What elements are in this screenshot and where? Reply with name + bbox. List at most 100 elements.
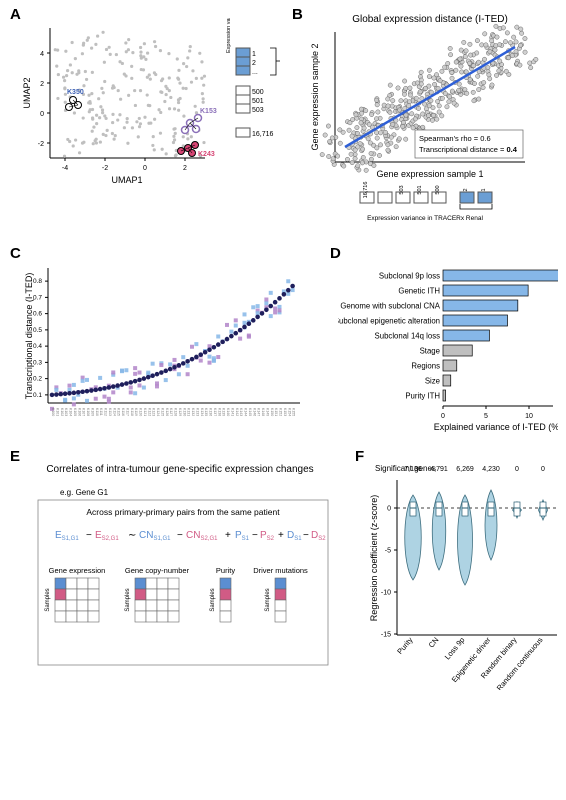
y-axis-label: Regression coefficient (z-score) <box>369 495 379 621</box>
y-axis-label: UMAP2 <box>22 77 32 108</box>
umap-scatter: -2 0 2 4 -4 -2 0 2 UMAP1 UMAP2 K350 K153 <box>20 18 280 188</box>
svg-text:K149: K149 <box>265 408 269 416</box>
x-ticks: -4 -2 0 2 <box>62 158 187 172</box>
svg-text:K129: K129 <box>178 408 182 416</box>
svg-text:6,269: 6,269 <box>456 466 474 473</box>
svg-text:K125: K125 <box>160 408 164 416</box>
svg-text:K115: K115 <box>117 408 121 416</box>
svg-text:K117: K117 <box>125 408 129 416</box>
svg-text:K132: K132 <box>191 408 195 416</box>
svg-text:0.5: 0.5 <box>33 327 42 334</box>
svg-text:K153: K153 <box>200 108 217 115</box>
svg-text:0: 0 <box>387 506 391 513</box>
svg-text:4: 4 <box>40 51 44 58</box>
svg-text:K133: K133 <box>195 408 199 416</box>
svg-text:4,230: 4,230 <box>482 466 500 473</box>
explained-variance-bars: Subclonal 9p loss Genetic ITH % Genome wit… <box>338 258 558 433</box>
svg-text:K141: K141 <box>230 408 234 416</box>
svg-text:Samples: Samples <box>125 588 131 611</box>
panel-f-label: F <box>355 448 364 465</box>
panel-f: Significant genes 7,1364,7916,2694,23000… <box>365 460 565 690</box>
svg-text:−: − <box>303 530 309 541</box>
svg-text:Transcriptional distance = 0.4: Transcriptional distance = 0.4 <box>419 145 518 154</box>
svg-text:K145: K145 <box>248 408 252 416</box>
svg-text:PS1: PS1 <box>235 530 250 542</box>
svg-text:0.2: 0.2 <box>33 376 42 383</box>
svg-text:K143: K143 <box>239 408 243 416</box>
svg-text:K152: K152 <box>279 408 283 416</box>
svg-text:0: 0 <box>441 413 445 420</box>
cluster-k350: K350 <box>66 89 84 111</box>
svg-text:0.7: 0.7 <box>33 294 42 301</box>
svg-text:CNS2,G1: CNS2,G1 <box>186 530 218 542</box>
svg-text:% Genome with subclonal CNA: % Genome with subclonal CNA <box>338 302 441 311</box>
svg-text:Spearman's rho = 0.6: Spearman's rho = 0.6 <box>419 134 491 143</box>
svg-text:+: + <box>225 530 231 541</box>
svg-text:K150: K150 <box>270 408 274 416</box>
svg-text:K137: K137 <box>213 408 217 416</box>
cluster-k243: K243 <box>178 142 215 159</box>
svg-text:Subclonal 9p loss: Subclonal 9p loss <box>379 272 440 281</box>
svg-text:503: 503 <box>252 107 264 114</box>
svg-text:Samples: Samples <box>210 588 216 611</box>
svg-text:K151: K151 <box>274 408 278 416</box>
panel-e-label: E <box>10 448 20 465</box>
svg-text:∼: ∼ <box>128 530 136 541</box>
svg-text:2: 2 <box>463 188 469 191</box>
svg-text:K128: K128 <box>174 408 178 416</box>
regression-violins: Significant genes 7,1364,7916,2694,23000… <box>365 460 565 690</box>
svg-text:7,136: 7,136 <box>404 466 422 473</box>
svg-text:K113: K113 <box>108 408 112 416</box>
svg-text:K243: K243 <box>198 151 215 158</box>
svg-text:K110: K110 <box>95 408 99 416</box>
svg-text:K127: K127 <box>169 408 173 416</box>
svg-text:1: 1 <box>481 188 487 191</box>
svg-text:Size: Size <box>425 377 440 386</box>
svg-text:0: 0 <box>143 165 147 172</box>
svg-text:−: − <box>177 530 183 541</box>
correlates-diagram: Correlates of intra-tumour gene-specific… <box>20 460 340 675</box>
svg-text:Genetic ITH: Genetic ITH <box>398 287 440 296</box>
svg-text:K102: K102 <box>60 408 64 416</box>
svg-text:0: 0 <box>515 466 519 473</box>
svg-text:0.1: 0.1 <box>33 392 42 399</box>
svg-text:503: 503 <box>399 185 405 194</box>
variance-ladder-legend: Expression variance in TRACERx Renal 1 2… <box>226 18 280 138</box>
y-axis-label: Transcriptional distance (I-TED) <box>24 273 34 400</box>
svg-text:0: 0 <box>40 111 44 118</box>
svg-text:K126: K126 <box>165 408 169 416</box>
svg-text:K107: K107 <box>82 408 86 416</box>
svg-text:0.8: 0.8 <box>33 278 42 285</box>
svg-text:K147: K147 <box>257 408 261 416</box>
ited-rank-plot: 0.10.20.30.40.50.60.70.8 Transcriptional… <box>20 258 310 433</box>
svg-text:K139: K139 <box>222 408 226 416</box>
x-axis-label: Gene expression sample 1 <box>376 169 483 179</box>
svg-text:CNS1,G1: CNS1,G1 <box>139 530 171 542</box>
svg-text:K131: K131 <box>187 408 191 416</box>
svg-text:-15: -15 <box>381 632 391 639</box>
svg-text:501: 501 <box>252 98 264 105</box>
svg-text:K121: K121 <box>143 408 147 416</box>
svg-text:Purity: Purity <box>395 635 414 656</box>
svg-text:Driver mutations: Driver mutations <box>253 566 308 575</box>
panel-e-subtitle: e.g. Gene G1 <box>60 488 109 497</box>
svg-text:K122: K122 <box>147 408 151 416</box>
svg-text:Expression variance in TRACERx: Expression variance in TRACERx Renal <box>226 18 232 53</box>
svg-text:K136: K136 <box>209 408 213 416</box>
svg-text:2: 2 <box>183 165 187 172</box>
svg-text:-10: -10 <box>381 590 391 597</box>
svg-text:Purity ITH: Purity ITH <box>405 392 440 401</box>
svg-text:K135: K135 <box>204 408 208 416</box>
svg-text:Regions: Regions <box>411 362 440 371</box>
svg-text:K116: K116 <box>121 408 125 416</box>
svg-text:PS2: PS2 <box>260 530 275 542</box>
svg-text:-2: -2 <box>38 141 44 148</box>
svg-text:K130: K130 <box>182 408 186 416</box>
svg-text:K138: K138 <box>217 408 221 416</box>
svg-text:Stage: Stage <box>420 347 440 356</box>
svg-text:K140: K140 <box>226 408 230 416</box>
panel-e: Correlates of intra-tumour gene-specific… <box>20 460 340 675</box>
x-tick-labels: K100K101K102K103K104K105K106K107K108K109… <box>51 408 296 416</box>
svg-text:K111: K111 <box>99 408 103 416</box>
y-ticks: -2 0 2 4 <box>38 51 50 148</box>
